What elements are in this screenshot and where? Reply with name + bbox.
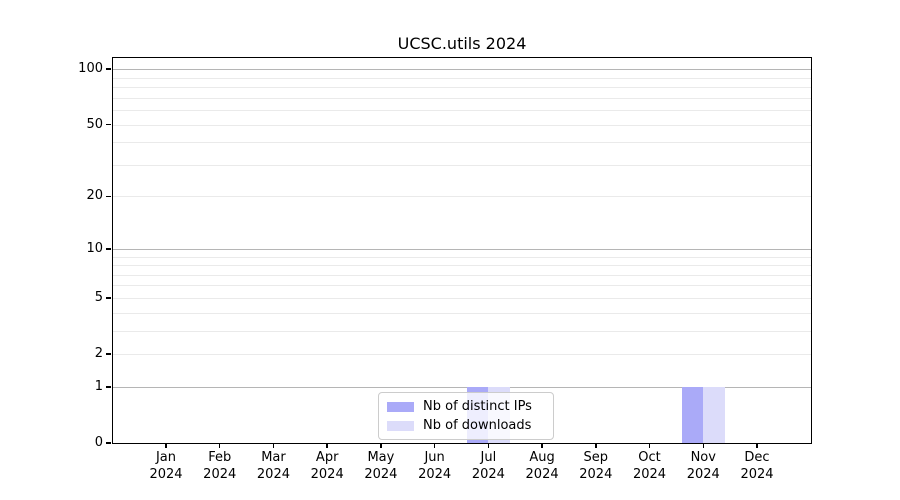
x-tick-label: Jan 2024 [134,450,198,483]
x-tick-month: Sep [583,450,609,465]
x-tick-year: 2024 [579,466,613,482]
x-tick-year: 2024 [256,466,290,482]
chart-title: UCSC.utils 2024 [397,34,527,53]
y-tick-mark [106,353,111,355]
x-tick-year: 2024 [364,466,398,482]
x-tick-year: 2024 [740,466,774,482]
x-tick-label: Jul 2024 [456,450,520,483]
y-tick-mark [106,195,111,198]
y-tick-label: 0 [94,435,103,451]
x-tick-label: Sep 2024 [564,450,628,483]
major-gridline [113,248,811,250]
x-tick-mark [595,443,597,448]
x-tick-year: 2024 [632,466,667,482]
x-tick-mark [272,443,275,448]
x-tick-year: 2024 [418,466,452,482]
y-tick-mark [106,442,111,444]
x-tick-year: 2024 [471,466,505,482]
legend-entry-distinct-ips: Nb of distinct IPs [387,399,545,414]
bar-nov-distinct-ips [681,386,704,443]
y-tick-label: 5 [94,290,103,306]
y-tick-label: 50 [86,116,103,132]
minor-gridline [113,164,811,166]
x-tick-mark [326,443,328,448]
minor-gridline [113,256,811,258]
x-tick-label: Mar 2024 [241,450,305,483]
y-tick-mark [106,68,111,70]
x-tick-mark [433,443,436,448]
legend-swatch-distinct-ips [387,401,414,412]
x-tick-month: Feb [208,450,232,465]
y-tick-mark [106,248,111,250]
y-tick-label: 2 [94,346,103,362]
x-tick-label: Jun 2024 [403,450,467,483]
x-tick-label: Oct 2024 [618,450,682,483]
x-tick-label: May 2024 [349,450,413,483]
y-tick-label: 20 [86,188,103,204]
x-tick-month: Jul [480,450,497,465]
x-tick-year: 2024 [310,466,344,482]
x-tick-label: Nov 2024 [671,450,735,483]
x-tick-mark [648,443,651,448]
legend-label-distinct-ips: Nb of distinct IPs [423,399,532,414]
x-tick-mark [702,443,705,448]
minor-gridline [113,124,811,126]
y-tick-label: 100 [78,61,103,77]
minor-gridline [113,312,811,314]
x-tick-mark [756,443,758,448]
x-tick-mark [165,443,167,448]
minor-gridline [113,297,811,299]
x-tick-label: Aug 2024 [510,450,574,483]
y-tick-label: 1 [94,379,103,395]
minor-gridline [113,110,811,112]
x-tick-year: 2024 [149,466,183,482]
legend-swatch-downloads [387,420,414,431]
minor-gridline [113,77,811,79]
bar-nov-downloads [703,386,725,443]
x-tick-month: May [367,450,395,465]
plot-area: 0 1 2 5 10 20 50 100 Jan 2024 Feb 2024 Mar 2024 Apr 202… [78,57,812,482]
x-tick-mark [380,443,382,448]
x-tick-year: 2024 [525,466,559,482]
y-tick-mark [106,297,111,299]
major-gridline [113,386,811,388]
minor-gridline [113,354,811,356]
x-tick-mark [541,443,543,448]
x-tick-month: Mar [261,450,286,465]
x-tick-label: Feb 2024 [188,450,252,483]
y-tick-mark [106,123,111,126]
minor-gridline [113,265,811,267]
minor-gridline [113,97,811,99]
x-tick-month: Jan [155,450,177,465]
x-tick-month: Apr [315,450,339,465]
legend-entry-downloads: Nb of downloads [387,418,545,433]
major-gridline [113,69,811,71]
x-tick-month: Dec [744,450,770,465]
legend: Nb of distinct IPs Nb of downloads [378,392,554,440]
minor-gridline [113,196,811,198]
y-tick-mark [106,386,111,388]
minor-gridline [113,274,811,276]
x-tick-label: Apr 2024 [295,450,359,483]
x-tick-month: Nov [690,450,716,465]
x-tick-month: Oct [638,450,661,465]
y-tick-label: 10 [86,240,103,256]
minor-gridline [113,285,811,287]
x-tick-month: Aug [529,450,555,465]
x-tick-mark [487,443,490,448]
x-tick-year: 2024 [686,466,720,482]
x-tick-label: Dec 2024 [725,450,789,483]
minor-gridline [113,87,811,89]
x-tick-year: 2024 [203,466,237,482]
x-tick-month: Jun [424,450,445,465]
x-tick-mark [218,443,221,448]
legend-label-downloads: Nb of downloads [423,418,532,433]
minor-gridline [113,142,811,144]
minor-gridline [113,330,811,332]
